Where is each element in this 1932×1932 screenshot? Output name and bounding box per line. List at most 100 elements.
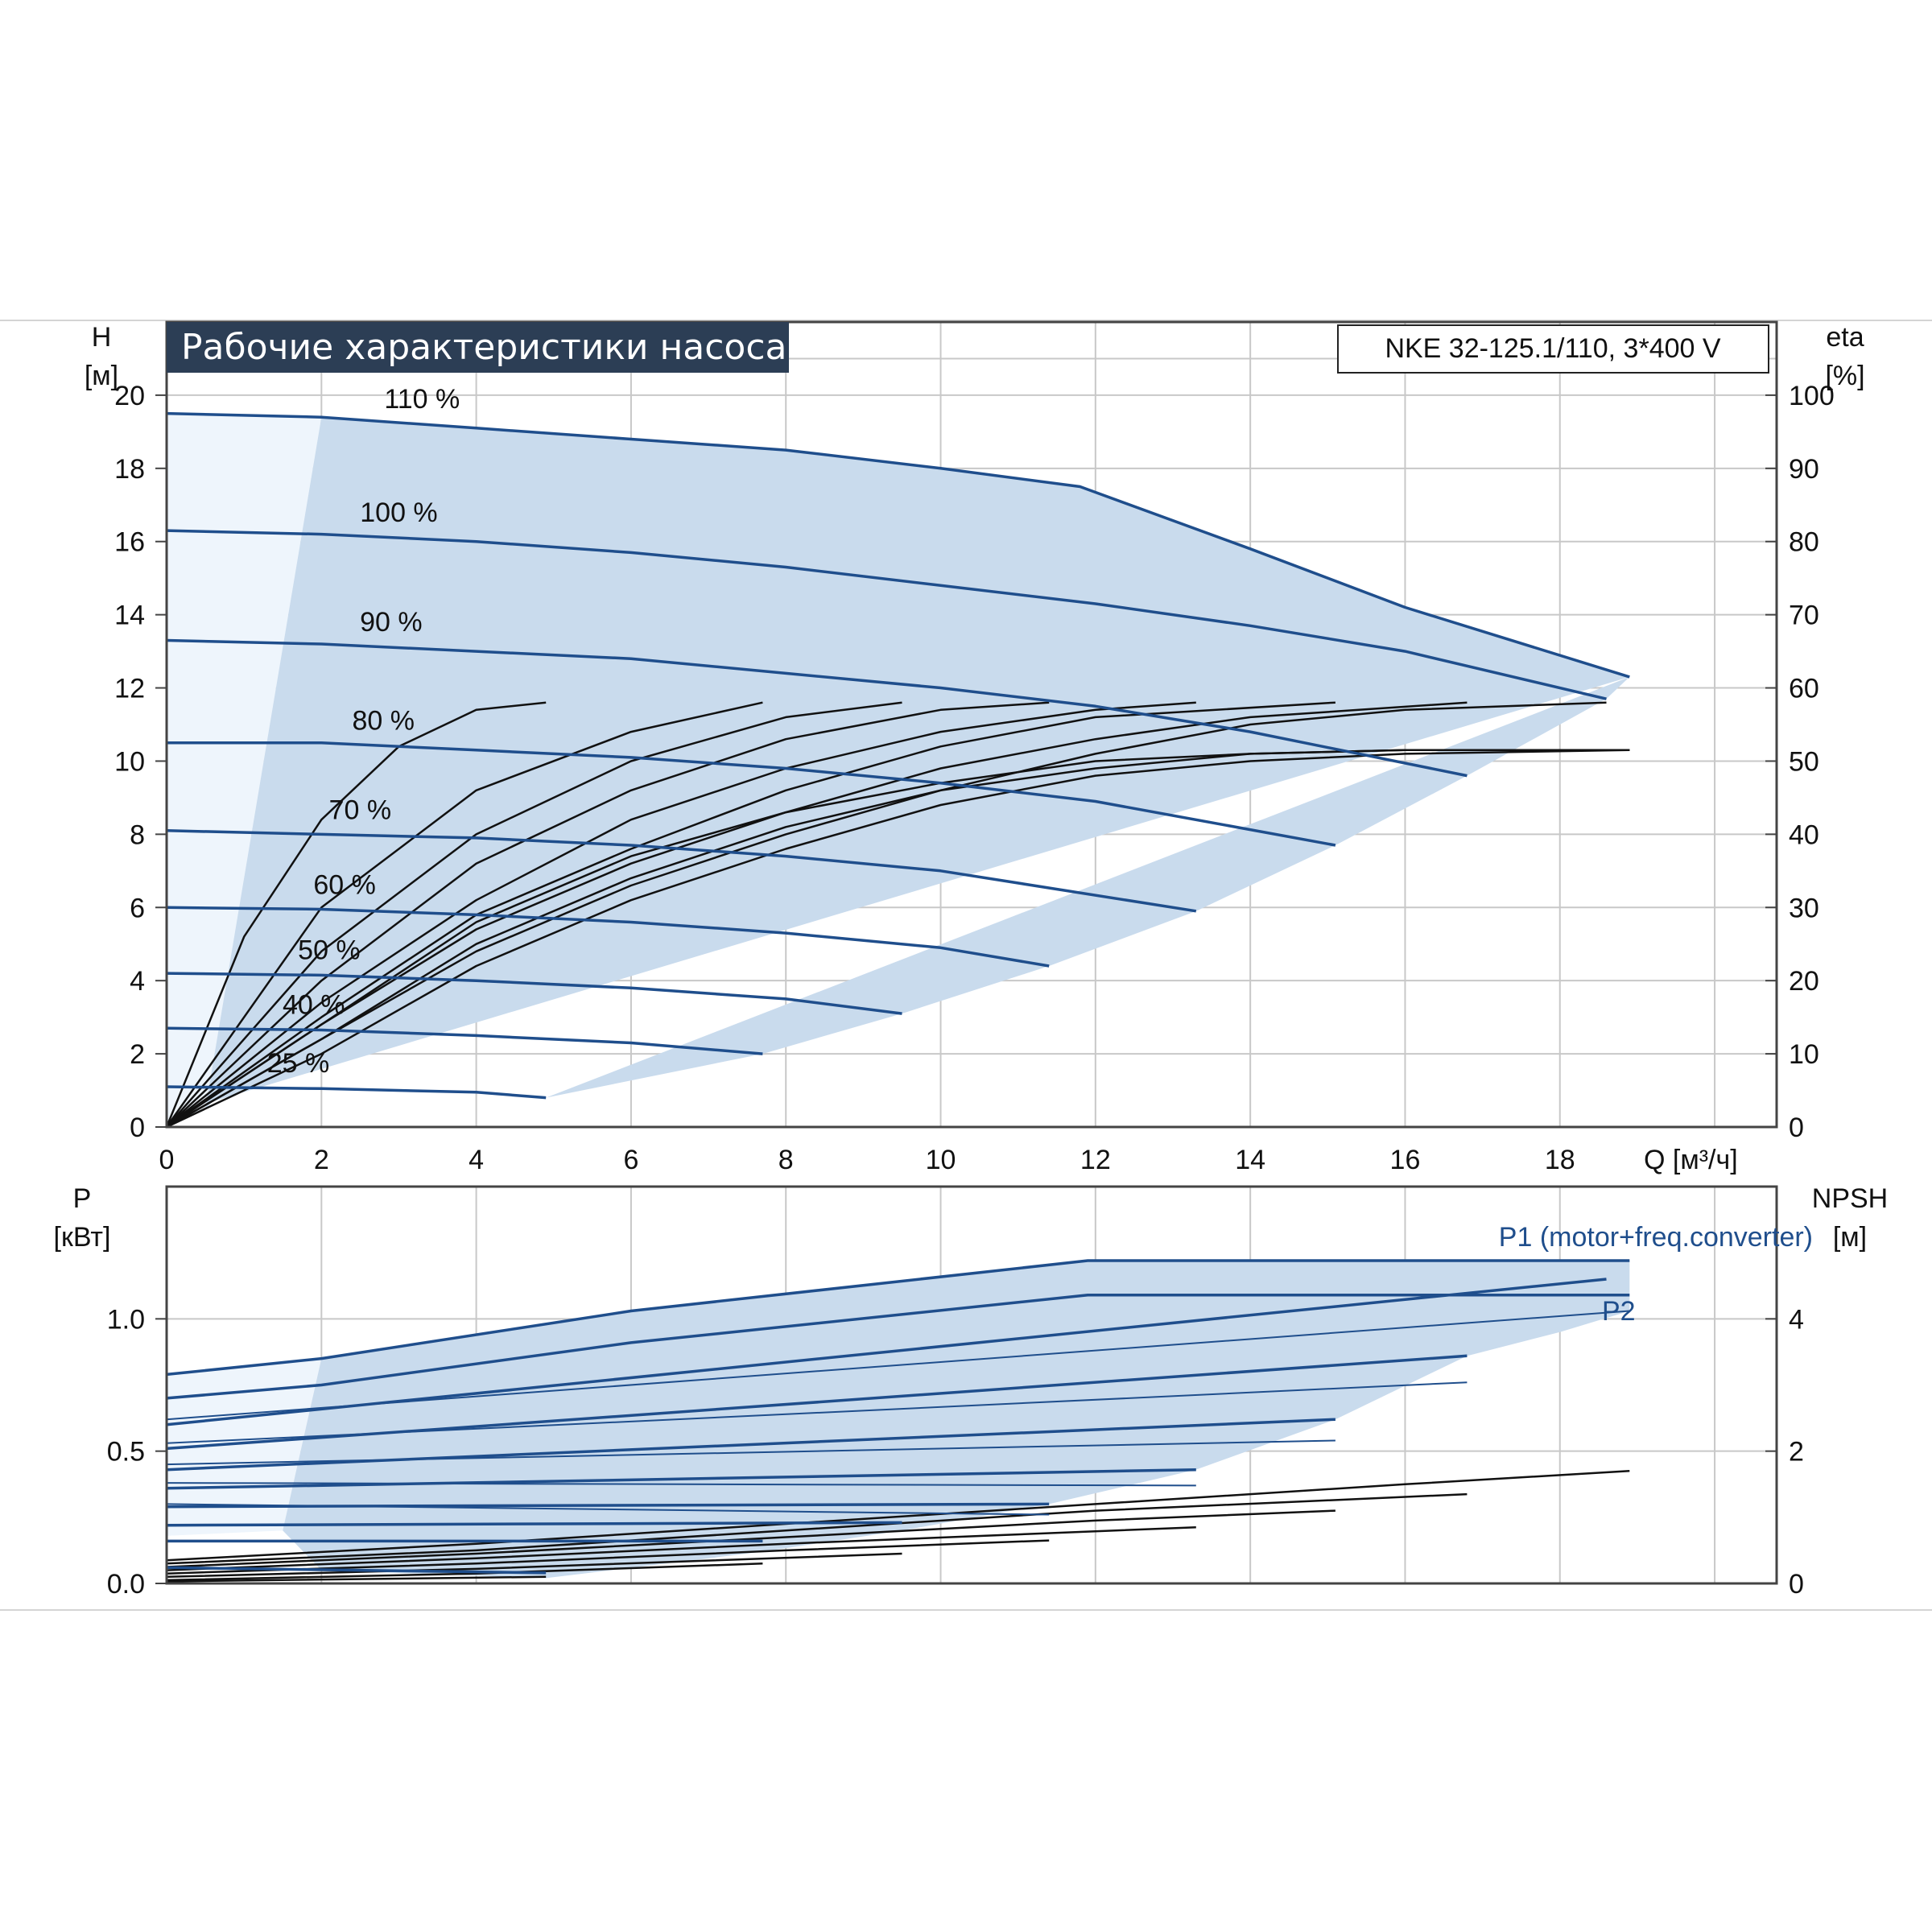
x-tick-label: 4 [469,1145,484,1175]
head-curve-label: 100 % [360,497,437,528]
head-curve-label: 90 % [360,607,423,638]
p2-label: P2 [1602,1296,1636,1327]
p-axis-label: P [73,1183,92,1214]
eta-tick-label: 0 [1789,1113,1804,1143]
h-tick-label: 6 [130,893,145,923]
head-curve [166,411,1630,679]
eta-tick-label: 90 [1789,454,1819,485]
eta-tick-label: 60 [1789,674,1819,704]
x-tick-label: 6 [623,1145,638,1175]
p-tick-label: 1.0 [107,1304,145,1335]
efficiency-curve [166,701,1607,1129]
h-tick-label: 16 [114,527,145,558]
efficiency-curve [166,701,1196,1128]
npsh-axis-label: NPSH [1812,1183,1888,1214]
p-axis-unit: [кВт] [54,1222,111,1253]
head-curve-label: 60 % [313,870,376,901]
head-curve [166,972,902,1015]
head-curve [166,529,1607,700]
h-axis-label: H [92,322,112,353]
eta-tick-label: 30 [1789,893,1819,923]
head-curve-labels: 110 % 100 % 90 % 80 % 70 % 60 % 50 % 40 % 25 % [267,384,460,1079]
top-plot-frame [165,320,1778,1129]
h-tick-label: 0 [130,1113,145,1143]
eta-tick-label: 50 [1789,746,1819,777]
head-curve-label: 70 % [329,795,392,826]
npsh-curve [166,1492,1468,1565]
eta-tick-label: 70 [1789,601,1819,631]
top-operating-area [167,413,1630,1127]
h-tick-label: 18 [114,454,145,485]
efficiency-curve [165,701,763,1128]
npsh-curve [166,1575,547,1583]
h-tick-label: 20 [114,381,145,411]
bottom-plot-frame [165,1185,1778,1585]
p-tick-label: 0.0 [107,1569,145,1600]
chart-title: Рабочие характеристики насоса [181,327,786,368]
operating-area-light [167,413,322,1127]
efficiency-curves [165,701,1630,1129]
head-curves [166,411,1630,1100]
x-tick-label: 2 [314,1145,329,1175]
head-curve [166,638,1468,778]
p1-curve [166,1354,1468,1451]
head-efficiency-chart: 0 2 4 6 8 10 12 14 16 18 0 2 4 6 8 10 12 14 16 18 20 0 10 20 30 4… [85,320,1865,1175]
h-tick-label: 10 [114,746,145,777]
eta-tick-label: 10 [1789,1039,1819,1070]
efficiency-curve [166,749,1630,1129]
npsh-tick-label: 0 [1789,1569,1804,1600]
h-tick-label: 8 [130,819,145,850]
efficiency-curve [166,701,902,1128]
npsh-tick-label: 2 [1789,1437,1804,1468]
p-tick-label: 0.5 [107,1437,145,1468]
head-curve [166,1085,547,1100]
x-tick-label: 16 [1390,1145,1421,1175]
npsh-axis-unit: [м] [1833,1222,1867,1253]
operating-area-light [167,1358,322,1536]
operating-area [283,1261,1630,1579]
npsh-tick-label: 4 [1789,1304,1804,1335]
h-tick-label: 14 [114,601,145,631]
head-curve [167,741,1336,847]
p1-curve [166,1502,1050,1509]
p1-label: P1 (motor+freq.converter) [1499,1222,1813,1253]
bottom-tick-labels: 0.0 0.5 1.0 0 2 4 [107,1304,1804,1600]
npsh-curve [166,1525,1196,1571]
q-axis-label: Q [м³/ч] [1644,1145,1738,1175]
p1-curve [166,1468,1196,1490]
power-npsh-chart: 0.0 0.5 1.0 0 2 4 P [кВт] NPSH [м] P1 (motor+… [54,1183,1889,1600]
npsh-curve [166,1552,902,1579]
model-label: NKE 32-125.1/110, 3*400 V [1385,333,1720,364]
x-tick-label: 18 [1545,1145,1575,1175]
p1-curve [166,1521,902,1527]
head-curve-label: 40 % [283,989,345,1020]
x-tick-label: 12 [1080,1145,1111,1175]
x-tick-label: 14 [1235,1145,1265,1175]
head-curve-label: 110 % [384,384,460,415]
top-tick-labels: 0 2 4 6 8 10 12 14 16 18 0 2 4 6 8 10 12 14 16 18 20 0 10 20 30 4… [114,381,1835,1175]
title-box [167,322,789,373]
p1-curve [166,1418,1335,1472]
head-curve [166,906,1050,968]
efficiency-curve [166,749,1630,1129]
eta-tick-label: 80 [1789,527,1819,558]
operating-area [205,417,1630,1109]
p1-curves [166,1259,1630,1575]
p1-curve [166,1566,547,1575]
npsh-curve [166,1563,763,1582]
head-curve [166,829,1197,913]
h-tick-label: 12 [114,674,145,704]
head-curve-label: 50 % [298,935,361,966]
head-curve [166,1026,763,1055]
h-tick-label: 2 [130,1039,145,1070]
p1-curve [166,1294,1630,1400]
p1-curve [166,1278,1607,1426]
p2-curve [166,1482,1196,1487]
eta-tick-label: 20 [1789,966,1819,997]
x-tick-label: 0 [159,1145,175,1175]
eta-axis-unit: [%] [1825,361,1864,391]
bottom-operating-area [167,1261,1630,1579]
npsh-curve [166,1509,1335,1568]
eta-tick-label: 40 [1789,819,1819,850]
